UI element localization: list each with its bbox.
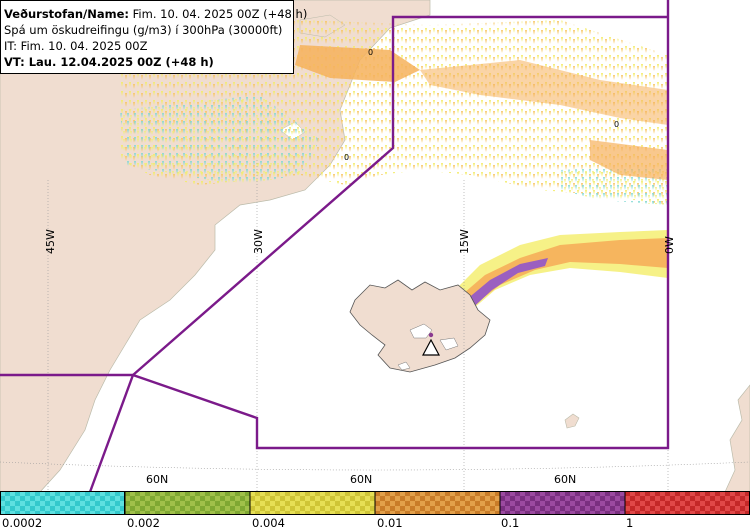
- longitude-label-45w: 45W: [44, 229, 57, 254]
- legend-label: 0.0002: [2, 516, 43, 530]
- forecast-run: Fim. 10. 04. 2025 00Z (+48 h): [129, 7, 308, 21]
- legend-swatch: [0, 491, 125, 515]
- legend-swatch: [124, 491, 251, 515]
- legend-label: 0.1: [501, 516, 520, 530]
- contour-label: 0: [344, 153, 349, 162]
- forecast-info-box: Veðurstofan/Name: Fim. 10. 04. 2025 00Z …: [0, 0, 307, 74]
- longitude-label-15w: 15W: [458, 229, 471, 254]
- forecast-description: Spá um öskudreifingu (g/m3) í 300hPa (30…: [4, 23, 283, 37]
- concentration-legend-bar: [0, 491, 750, 515]
- legend-swatch: [624, 491, 750, 515]
- latitude-label-60n: 60N: [554, 473, 577, 486]
- legend-label: 0.004: [252, 516, 285, 530]
- longitude-label-30w: 30W: [252, 229, 265, 254]
- ash-cloud-north-mid: [295, 45, 420, 82]
- agency-label: Veðurstofan/Name:: [4, 7, 129, 21]
- legend-swatch: [249, 491, 376, 515]
- initial-time: IT: Fim. 10. 04. 2025 00Z: [4, 39, 148, 53]
- valid-time: VT: Lau. 12.04.2025 00Z (+48 h): [4, 55, 214, 69]
- contour-label: 0: [614, 120, 619, 129]
- legend-label: 0.01: [377, 516, 403, 530]
- longitude-label-0w: 0W: [663, 236, 676, 254]
- fir-boundary-lines: [0, 0, 670, 493]
- ash-plume-east-mid: [450, 238, 668, 322]
- contour-label: 0: [368, 48, 373, 57]
- legend-swatch: [374, 491, 501, 515]
- volcano-warning-triangle-icon[interactable]: [422, 332, 440, 356]
- legend-label: 0.002: [127, 516, 160, 530]
- scandinavia-coast: [724, 384, 750, 493]
- latitude-label-60n: 60N: [350, 473, 373, 486]
- legend-swatch: [499, 491, 626, 515]
- legend-label: 1: [626, 516, 634, 530]
- latitude-label-60n: 60N: [146, 473, 169, 486]
- header-line-agency: Veðurstofan/Name: Fim. 10. 04. 2025 00Z …: [4, 6, 307, 22]
